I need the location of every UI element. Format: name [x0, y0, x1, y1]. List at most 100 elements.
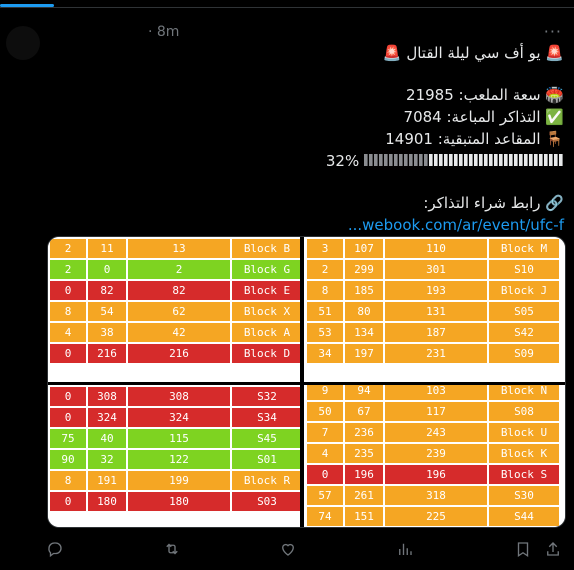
- table-cell: 2: [50, 260, 86, 279]
- progress-segment: [449, 153, 453, 166]
- progress-segment: [369, 153, 373, 166]
- progress-segment: [494, 153, 498, 166]
- table-cell: Block N: [489, 385, 559, 400]
- table-row: 57 261 318 S30: [307, 486, 559, 505]
- like-icon[interactable]: [279, 540, 299, 560]
- progress-segment: [444, 153, 448, 166]
- tweet-line-progress: 32%: [44, 150, 564, 172]
- table-cell: 103: [385, 385, 487, 400]
- table-cell: 216: [128, 344, 230, 363]
- table-cell: Block B: [232, 239, 300, 258]
- table-cell: 231: [385, 344, 487, 363]
- table-cell: 62: [128, 302, 230, 321]
- table-row: 0 216 216 Block D: [50, 344, 300, 363]
- table-cell: 38: [88, 323, 126, 342]
- table-row: 2 11 13 Block B: [50, 239, 300, 258]
- views-icon[interactable]: [396, 540, 416, 560]
- table-cell: S10: [489, 260, 559, 279]
- table-cell: 243: [385, 423, 487, 442]
- media-image-3[interactable]: 0 308 308 S32 0 324 324 S34 75 40 115 S45 90 32 122 S01…: [48, 385, 300, 527]
- progress-segment: [499, 153, 503, 166]
- table-row: 0 82 82 Block E: [50, 281, 300, 300]
- active-tab-indicator: [0, 4, 54, 7]
- progress-segment: [374, 153, 378, 166]
- media-image-4[interactable]: 9 94 103 Block N 50 67 117 S08 7 236 243 Block U 4 23…: [305, 385, 565, 527]
- table-cell: 11: [88, 239, 126, 258]
- progress-segment: [489, 153, 493, 166]
- table-cell: Block E: [232, 281, 300, 300]
- table-cell: Block M: [489, 239, 559, 258]
- table-cell: S34: [232, 408, 300, 427]
- retweet-icon[interactable]: [163, 540, 183, 560]
- table-cell: 42: [128, 323, 230, 342]
- progress-segment: [549, 153, 553, 166]
- table-cell: 51: [307, 302, 343, 321]
- table-row: 3 107 110 Block M: [307, 239, 559, 258]
- top-tab-bar: [0, 0, 574, 8]
- reply-icon[interactable]: [46, 540, 66, 560]
- table-row: 8 185 193 Block J: [307, 281, 559, 300]
- progress-segment: [364, 153, 368, 166]
- more-options-icon[interactable]: ···: [543, 22, 562, 41]
- media-image-1[interactable]: 2 11 13 Block B 2 0 2 Block G 0 82 82 Block E 8 54 62 B…: [48, 237, 300, 382]
- table-cell: 308: [88, 387, 126, 406]
- table-cell: 67: [345, 402, 383, 421]
- media-divider: [48, 382, 565, 385]
- ticket-link[interactable]: webook.com/ar/event/ufc-f...: [347, 216, 564, 234]
- table-cell: 122: [128, 450, 230, 469]
- table-cell: S08: [489, 402, 559, 421]
- progress-segment: [534, 153, 538, 166]
- table-cell: 134: [345, 323, 383, 342]
- tweet-media[interactable]: 2 11 13 Block B 2 0 2 Block G 0 82 82 Block E 8 54 62 B…: [47, 236, 566, 528]
- avatar[interactable]: [6, 26, 40, 60]
- table-cell: 199: [128, 471, 230, 490]
- progress-segment: [399, 153, 403, 166]
- table-cell: S32: [232, 387, 300, 406]
- table-row: 4 235 239 Block K: [307, 444, 559, 463]
- table-cell: 74: [307, 507, 343, 526]
- progress-percent: 32%: [325, 152, 360, 170]
- progress-segment: [439, 153, 443, 166]
- share-icon[interactable]: [544, 540, 564, 560]
- table-cell: S44: [489, 507, 559, 526]
- table-cell: 0: [307, 465, 343, 484]
- table-cell: 8: [307, 281, 343, 300]
- table-cell: Block S: [489, 465, 559, 484]
- table-cell: 40: [88, 429, 126, 448]
- table-row: 75 40 115 S45: [50, 429, 300, 448]
- progress-segment: [389, 153, 393, 166]
- table-cell: 32: [88, 450, 126, 469]
- table-cell: Block K: [489, 444, 559, 463]
- table-row: 2 299 301 S10: [307, 260, 559, 279]
- progress-segment: [539, 153, 543, 166]
- table-row: 50 67 117 S08: [307, 402, 559, 421]
- progress-segment: [454, 153, 458, 166]
- table-cell: 117: [385, 402, 487, 421]
- table-cell: 235: [345, 444, 383, 463]
- progress-segment: [524, 153, 528, 166]
- table-cell: 216: [88, 344, 126, 363]
- table-cell: S30: [489, 486, 559, 505]
- progress-segment: [464, 153, 468, 166]
- table-row: 53 134 187 S42: [307, 323, 559, 342]
- table-cell: S45: [232, 429, 300, 448]
- table-row: 4 38 42 Block A: [50, 323, 300, 342]
- table-cell: 4: [307, 444, 343, 463]
- table-cell: Block U: [489, 423, 559, 442]
- tweet-actions: [0, 540, 574, 562]
- table-cell: 107: [345, 239, 383, 258]
- progress-segment: [484, 153, 488, 166]
- table-cell: S01: [232, 450, 300, 469]
- table-row: 2 0 2 Block G: [50, 260, 300, 279]
- table-cell: 193: [385, 281, 487, 300]
- bookmark-icon[interactable]: [514, 540, 534, 560]
- table-cell: Block J: [489, 281, 559, 300]
- table-cell: 57: [307, 486, 343, 505]
- table-cell: 225: [385, 507, 487, 526]
- table-cell: 4: [50, 323, 86, 342]
- progress-segment: [419, 153, 423, 166]
- media-image-2[interactable]: 3 107 110 Block M 2 299 301 S10 8 185 193 Block J 51…: [305, 237, 565, 382]
- tweet-timestamp[interactable]: · 8m: [148, 24, 180, 40]
- seat-table: 0 308 308 S32 0 324 324 S34 75 40 115 S45 90 32 122 S01…: [48, 385, 300, 513]
- progress-segment: [509, 153, 513, 166]
